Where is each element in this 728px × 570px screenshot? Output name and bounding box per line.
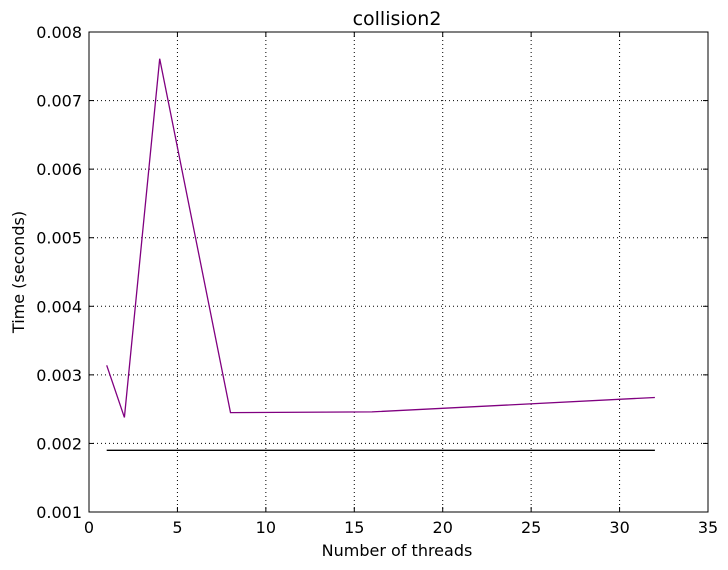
plot-frame xyxy=(88,31,709,513)
x-axis-label: Number of threads xyxy=(322,541,473,560)
y-tick-label: 0.008 xyxy=(36,23,82,42)
y-tick-label: 0.007 xyxy=(36,92,82,111)
y-tick-label: 0.005 xyxy=(36,229,82,248)
y-tick-label: 0.006 xyxy=(36,160,82,179)
series-line-1 xyxy=(106,58,655,418)
x-tick-label: 30 xyxy=(609,518,629,537)
x-tick-label: 20 xyxy=(433,518,453,537)
y-tick-label: 0.001 xyxy=(36,503,82,522)
x-tick-label: 10 xyxy=(256,518,276,537)
tick-layer: 0 5 10 15 20 25 30 35 0.001 0.002 0.003 0.004 0.005 0… xyxy=(36,23,718,537)
y-tick-label: 0.004 xyxy=(36,297,82,316)
x-tick-label: 0 xyxy=(84,518,94,537)
y-tick-label: 0.002 xyxy=(36,434,82,453)
grid-layer xyxy=(89,32,708,512)
y-tick-label: 0.003 xyxy=(36,366,82,385)
x-tick-label: 25 xyxy=(521,518,541,537)
series-layer xyxy=(106,58,655,451)
x-tick-label: 15 xyxy=(344,518,364,537)
x-tick-label: 35 xyxy=(698,518,718,537)
y-axis-label: Time (seconds) xyxy=(9,211,28,334)
chart-title: collision2 xyxy=(353,8,442,30)
x-tick-label: 5 xyxy=(172,518,182,537)
